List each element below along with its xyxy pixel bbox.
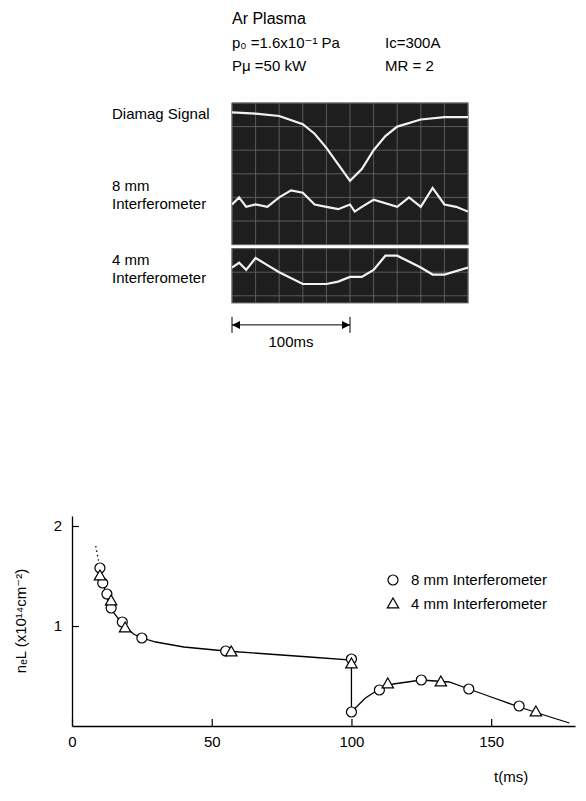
tick-mark	[212, 719, 213, 726]
header-param: Pμ =50 kW	[232, 57, 307, 74]
tick-label: 50	[204, 733, 221, 750]
y-axis: 12	[54, 517, 79, 727]
scope-grid	[232, 244, 468, 245]
data-point	[105, 595, 116, 605]
scope-grid	[232, 249, 233, 303]
scale-label: 100ms	[268, 333, 313, 350]
data-point	[226, 646, 237, 656]
scope-trace	[232, 188, 468, 212]
scope-grid	[420, 249, 421, 303]
tick-mark	[72, 526, 79, 527]
tick-label: 0	[68, 733, 76, 750]
data-point	[119, 622, 130, 632]
data-point	[346, 707, 356, 717]
data-point	[514, 701, 524, 711]
fit-line	[100, 568, 569, 723]
scale-bar-arrow	[232, 321, 240, 329]
trace-label: 4 mmInterferometer	[112, 251, 206, 286]
scope-grid	[444, 249, 445, 303]
legend-symbol	[387, 598, 398, 608]
trace-label: 8 mmInterferometer	[112, 177, 206, 212]
tick: 150	[479, 719, 504, 750]
y-axis-title: nₑL (x10¹⁴cm⁻²)	[12, 569, 29, 673]
scope-grid	[468, 249, 469, 303]
scope-grid	[350, 249, 351, 303]
data-point	[416, 675, 426, 685]
scope-trace	[232, 112, 468, 180]
scope-grid	[232, 197, 468, 198]
axis-line	[73, 726, 576, 727]
tick: 50	[204, 719, 221, 750]
legend-entry: 4 mm Interferometer	[411, 595, 547, 612]
tick: 1	[54, 617, 79, 634]
trace-label: Diamag Signal	[112, 105, 210, 122]
tick-mark	[491, 719, 492, 726]
legend-entry: 8 mm Interferometer	[411, 571, 547, 588]
plot-marks	[94, 546, 569, 723]
data-point	[435, 676, 446, 686]
data-point	[382, 678, 393, 688]
data-point	[137, 633, 147, 643]
scale-bar-line	[232, 324, 350, 325]
header-param: p₀ =1.6x10⁻¹ Pa	[232, 34, 341, 51]
tick: 2	[54, 517, 79, 534]
legend: 8 mm Interferometer 4 mm Interferometer	[387, 571, 547, 612]
header-title: Ar Plasma	[232, 10, 306, 27]
scope-grid	[302, 249, 303, 303]
scope-trace	[232, 256, 468, 284]
header-param: Ic=300A	[385, 34, 440, 51]
legend-symbol	[388, 575, 398, 585]
header-param: MR = 2	[385, 57, 434, 74]
x-axis-title: t(ms)	[494, 768, 528, 785]
data-point	[346, 658, 357, 668]
scale-bar	[232, 317, 350, 333]
scope-traces	[232, 256, 468, 284]
tick-label: 1	[54, 617, 62, 634]
tick-label: 2	[54, 517, 62, 534]
tick-mark	[72, 626, 79, 627]
tick-label: 150	[479, 733, 504, 750]
scope-grid	[232, 295, 468, 296]
tick: 100	[339, 719, 364, 750]
tick-mark	[351, 719, 352, 726]
scope-grid	[232, 103, 468, 104]
scope-grid	[279, 249, 280, 303]
scale-bar-arrow	[342, 321, 350, 329]
scope-panel	[232, 249, 468, 303]
scope-grid	[232, 221, 468, 222]
scope-grid	[232, 248, 468, 249]
scope-traces	[232, 112, 468, 211]
scope-screen	[232, 249, 468, 303]
scope-grid	[326, 249, 327, 303]
scope-grid	[373, 249, 374, 303]
figure: Ar Plasma p₀ =1.6x10⁻¹ Pa Ic=300A Pμ =50 kW…	[0, 0, 586, 801]
data-point	[94, 570, 105, 580]
scope-grid	[232, 173, 468, 174]
x-axis: 0 50 100 150	[68, 719, 575, 750]
scope-screen	[232, 103, 468, 245]
data-point	[464, 684, 474, 694]
scope-panel	[232, 103, 468, 245]
tick-label: 100	[339, 733, 364, 750]
axis-line	[72, 517, 73, 727]
scope-grid	[232, 126, 468, 127]
scope-grid	[232, 150, 468, 151]
data-point	[530, 706, 541, 716]
scope-grid	[232, 272, 468, 273]
